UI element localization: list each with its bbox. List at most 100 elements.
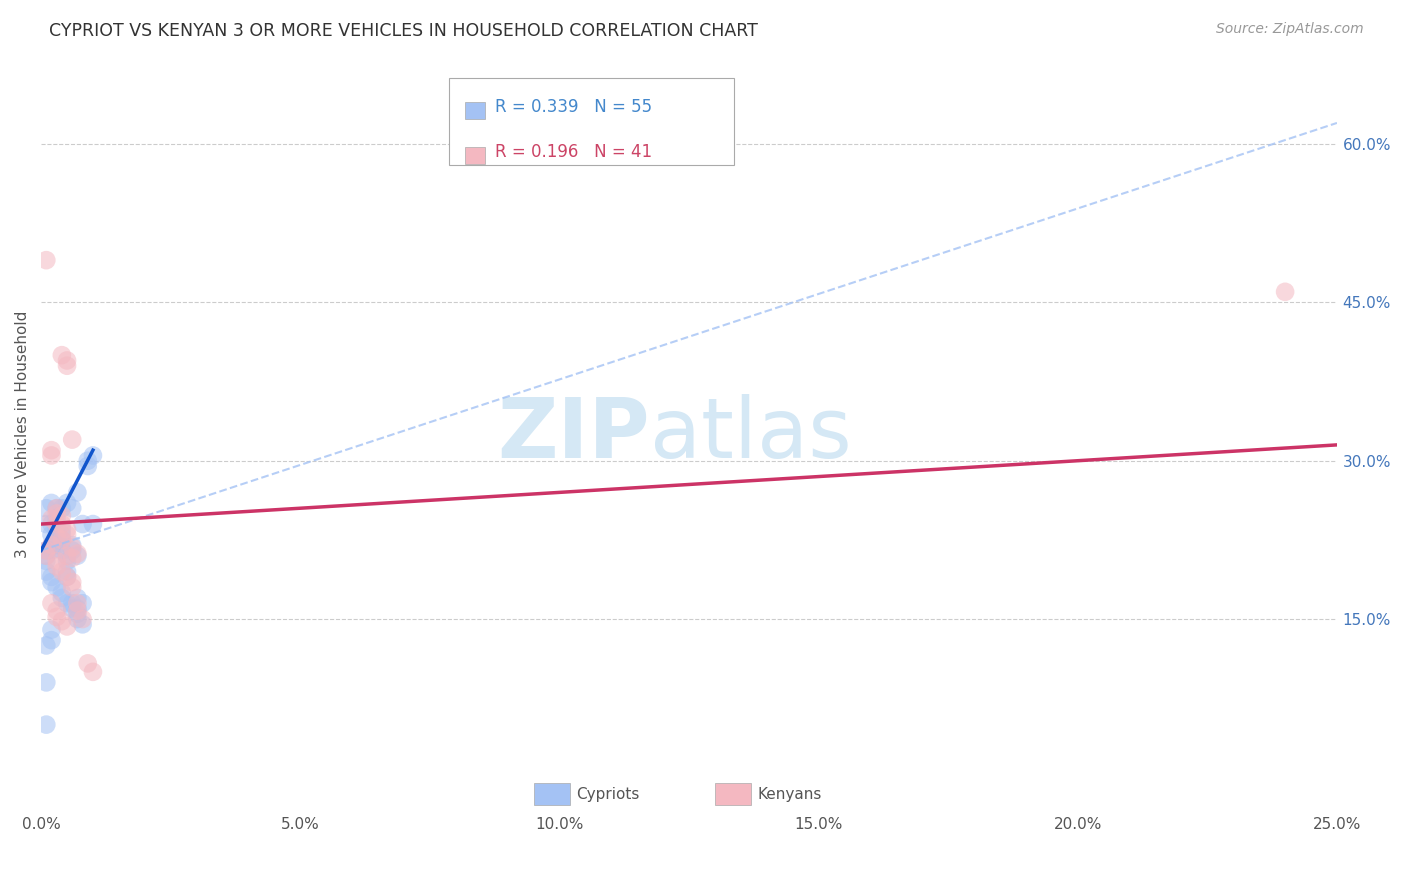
Point xyxy=(41,633,63,648)
FancyBboxPatch shape xyxy=(465,103,485,119)
Point xyxy=(35,253,58,268)
Point xyxy=(60,501,83,516)
Point xyxy=(56,549,79,563)
Point xyxy=(56,359,79,373)
Point xyxy=(56,549,79,563)
Point xyxy=(56,570,79,584)
Point xyxy=(45,517,67,532)
Point xyxy=(60,538,83,552)
Point xyxy=(45,538,67,552)
Point xyxy=(41,543,63,558)
Point xyxy=(76,657,98,671)
Point xyxy=(51,533,73,547)
Point xyxy=(45,533,67,547)
Point xyxy=(41,575,63,590)
Point xyxy=(45,610,67,624)
Point xyxy=(41,538,63,552)
Point xyxy=(45,559,67,574)
Text: Kenyans: Kenyans xyxy=(758,787,823,802)
Point xyxy=(51,585,73,599)
FancyBboxPatch shape xyxy=(714,783,751,805)
Point xyxy=(66,549,89,563)
Point xyxy=(60,550,83,565)
Point xyxy=(41,443,63,458)
Point xyxy=(45,581,67,595)
Text: Cypriots: Cypriots xyxy=(576,787,640,802)
Point xyxy=(56,565,79,579)
Point xyxy=(72,612,94,626)
Point xyxy=(56,522,79,536)
Point xyxy=(35,549,58,563)
Point xyxy=(82,517,104,532)
Point xyxy=(72,596,94,610)
Point xyxy=(35,717,58,731)
Point xyxy=(41,517,63,532)
Point xyxy=(35,543,58,558)
FancyBboxPatch shape xyxy=(533,783,569,805)
Point xyxy=(41,496,63,510)
Text: R = 0.196   N = 41: R = 0.196 N = 41 xyxy=(495,144,652,161)
Point xyxy=(66,607,89,621)
Point xyxy=(41,527,63,541)
Point xyxy=(51,522,73,536)
Point xyxy=(45,522,67,536)
Point xyxy=(35,639,58,653)
Point xyxy=(45,604,67,618)
Point xyxy=(56,353,79,368)
Point xyxy=(56,596,79,610)
Point xyxy=(56,527,79,541)
Point xyxy=(66,591,89,605)
Point xyxy=(56,496,79,510)
Point xyxy=(1274,285,1296,299)
Point xyxy=(41,512,63,526)
Point xyxy=(35,554,58,568)
Point xyxy=(35,565,58,579)
Point xyxy=(41,623,63,637)
Point xyxy=(76,458,98,473)
Text: Source: ZipAtlas.com: Source: ZipAtlas.com xyxy=(1216,22,1364,37)
Point xyxy=(51,591,73,605)
Point xyxy=(82,449,104,463)
Point xyxy=(41,596,63,610)
Point xyxy=(82,665,104,679)
Point xyxy=(60,601,83,615)
Text: ZIP: ZIP xyxy=(498,394,650,475)
Y-axis label: 3 or more Vehicles in Household: 3 or more Vehicles in Household xyxy=(15,310,30,558)
Point xyxy=(35,549,58,563)
Point xyxy=(45,501,67,516)
Point xyxy=(45,554,67,568)
Point xyxy=(66,604,89,618)
Point xyxy=(60,543,83,558)
Point xyxy=(41,570,63,584)
Point xyxy=(56,619,79,633)
Point xyxy=(45,507,67,521)
Point xyxy=(41,449,63,463)
Point xyxy=(51,527,73,541)
Point xyxy=(51,543,73,558)
Point xyxy=(35,517,58,532)
Point xyxy=(60,433,83,447)
Point xyxy=(66,596,89,610)
Point xyxy=(51,533,73,547)
Point xyxy=(60,581,83,595)
Point xyxy=(66,612,89,626)
Point xyxy=(56,554,79,568)
Text: R = 0.339   N = 55: R = 0.339 N = 55 xyxy=(495,98,652,116)
Point xyxy=(60,575,83,590)
Point xyxy=(72,617,94,632)
Text: CYPRIOT VS KENYAN 3 OR MORE VEHICLES IN HOUSEHOLD CORRELATION CHART: CYPRIOT VS KENYAN 3 OR MORE VEHICLES IN … xyxy=(49,22,758,40)
Point xyxy=(56,570,79,584)
Point xyxy=(35,675,58,690)
Point xyxy=(72,517,94,532)
Point xyxy=(60,541,83,555)
FancyBboxPatch shape xyxy=(465,147,485,164)
Point xyxy=(35,543,58,558)
Text: atlas: atlas xyxy=(650,394,852,475)
Point xyxy=(51,501,73,516)
Point xyxy=(45,501,67,516)
Point xyxy=(41,538,63,552)
Point xyxy=(35,501,58,516)
Point xyxy=(60,596,83,610)
Point xyxy=(45,530,67,544)
Point xyxy=(66,485,89,500)
